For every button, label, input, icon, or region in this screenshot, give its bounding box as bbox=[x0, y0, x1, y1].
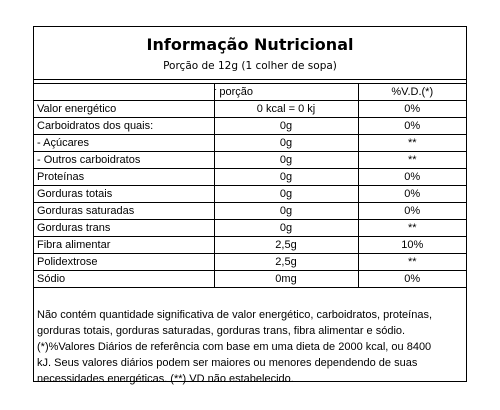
nutrient-quantity: 0mg bbox=[213, 270, 359, 288]
table-row: Gorduras totais 0g 0% bbox=[34, 185, 466, 203]
nutrient-quantity: 0g bbox=[213, 168, 359, 186]
nutrient-vd: 0% bbox=[357, 100, 466, 118]
nutrient-vd: ** bbox=[357, 134, 466, 152]
nutrient-name: Proteínas bbox=[34, 168, 215, 186]
table-row: Gorduras trans 0g ** bbox=[34, 219, 466, 237]
nutrient-vd: 0% bbox=[357, 117, 466, 135]
nutrient-vd: 0% bbox=[357, 185, 466, 203]
label-title: Informação Nutricional bbox=[146, 35, 354, 54]
nutrient-quantity: 0g bbox=[213, 117, 359, 135]
header-blank-cell bbox=[34, 83, 214, 101]
table-header-row: Quantidade por porção %V.D.(*) bbox=[34, 83, 466, 101]
table-row: Proteínas 0g 0% bbox=[34, 168, 466, 186]
nutrient-vd: ** bbox=[357, 219, 466, 237]
table-row: Polidextrose 2,5g ** bbox=[34, 253, 466, 271]
table-row: - Outros carboidratos 0g ** bbox=[34, 151, 466, 169]
footnote-line: necessidades energéticas. (**) VD não es… bbox=[37, 373, 294, 385]
footnotes: Não contém quantidade significativa de v… bbox=[37, 307, 463, 387]
nutrient-vd: 10% bbox=[357, 236, 466, 254]
nutrient-name: Fibra alimentar bbox=[34, 236, 215, 254]
header-quantity: Quantidade por porção bbox=[213, 83, 359, 101]
nutrient-name: Gorduras trans bbox=[34, 219, 215, 237]
nutrient-name: - Outros carboidratos bbox=[34, 151, 215, 169]
header-divider bbox=[34, 79, 466, 80]
table-row: Fibra alimentar 2,5g 10% bbox=[34, 236, 466, 254]
nutrient-name: Gorduras saturadas bbox=[34, 202, 215, 220]
nutrient-name: - Açúcares bbox=[34, 134, 215, 152]
nutrient-quantity: 2,5g bbox=[213, 253, 359, 271]
nutrient-quantity: 0g bbox=[213, 151, 359, 169]
nutrient-name: Polidextrose bbox=[34, 253, 215, 271]
nutrient-name: Valor energético bbox=[34, 100, 215, 118]
table-row: Gorduras saturadas 0g 0% bbox=[34, 202, 466, 220]
table-row: Valor energético 0 kcal = 0 kj 0% bbox=[34, 100, 466, 118]
nutrition-facts-label: Informação Nutricional Porção de 12g (1 … bbox=[33, 26, 467, 385]
footnote-line: kJ. Seus valores diários podem ser maior… bbox=[37, 357, 418, 369]
table-row: Carboidratos dos quais: 0g 0% bbox=[34, 117, 466, 135]
nutrient-name: Sódio bbox=[34, 270, 215, 288]
nutrient-vd: ** bbox=[357, 151, 466, 169]
nutrient-vd: ** bbox=[357, 253, 466, 271]
nutrition-table: Quantidade por porção %V.D.(*) Valor ene… bbox=[34, 83, 466, 288]
nutrient-vd: 0% bbox=[357, 202, 466, 220]
header-quantity-text: Quantidade por porção bbox=[215, 86, 254, 98]
nutrient-name: Carboidratos dos quais: bbox=[34, 117, 215, 135]
portion-size: Porção de 12g (1 colher de sopa) bbox=[163, 60, 337, 72]
nutrient-vd: 0% bbox=[357, 270, 466, 288]
table-row: Sódio 0mg 0% bbox=[34, 270, 466, 288]
nutrient-quantity: 0 kcal = 0 kj bbox=[213, 100, 359, 118]
footnote-line: Não contém quantidade significativa de v… bbox=[37, 309, 433, 321]
nutrient-name: Gorduras totais bbox=[34, 185, 215, 203]
header-vd: %V.D.(*) bbox=[357, 83, 466, 101]
nutrient-quantity: 0g bbox=[213, 134, 359, 152]
nutrient-vd: 0% bbox=[357, 168, 466, 186]
footnote-line: (*)%Valores Diários de referência com ba… bbox=[37, 341, 432, 353]
footnote-line: gorduras totais, gorduras saturadas, gor… bbox=[37, 325, 406, 337]
nutrient-quantity: 0g bbox=[213, 219, 359, 237]
nutrient-quantity: 0g bbox=[213, 202, 359, 220]
table-row: - Açúcares 0g ** bbox=[34, 134, 466, 152]
nutrient-quantity: 2,5g bbox=[213, 236, 359, 254]
nutrient-quantity: 0g bbox=[213, 185, 359, 203]
